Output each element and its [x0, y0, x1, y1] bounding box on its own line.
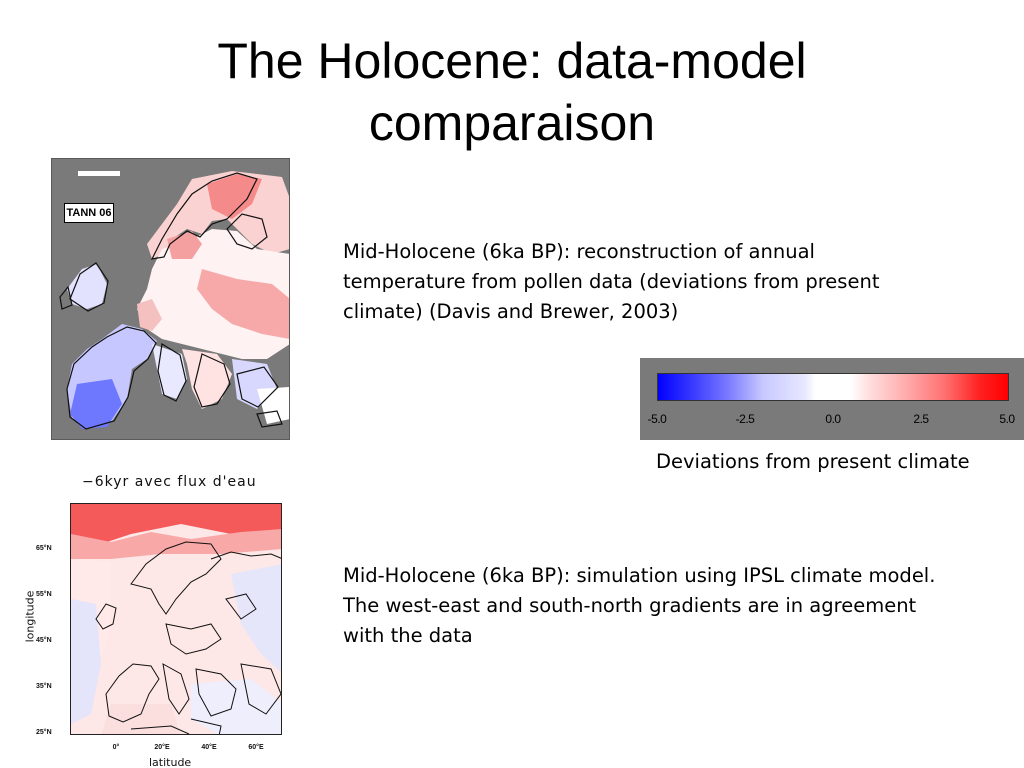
pollen-reconstruction-map: TANN 06: [51, 158, 290, 440]
map-label: TANN 06: [64, 203, 114, 223]
x-tick-label: 20°E: [154, 744, 170, 751]
colorbar-gradient: [657, 373, 1009, 401]
x-tick-label: 0°: [112, 744, 120, 751]
colorbar-tick: 5.0: [999, 412, 1015, 426]
colorbar-tick: 0.0: [825, 412, 841, 426]
pollen-caption: Mid-Holocene (6ka BP): reconstruction of…: [343, 240, 880, 323]
model-coastlines: [95, 541, 281, 734]
colorbar-caption: Deviations from present climate: [656, 450, 970, 473]
pollen-coastlines: [59, 172, 283, 430]
colorbar-tick: -5.0: [647, 412, 667, 426]
colorbar-tick: -2.5: [735, 412, 755, 426]
y-tick-label: 55°N: [36, 591, 52, 598]
slide-title: The Holocene: data-model comparaison: [60, 30, 964, 154]
title-line-1: The Holocene: data-model: [217, 33, 807, 89]
model-map-title: −6kyr avec flux d'eau: [82, 474, 257, 490]
y-axis-title: longitude: [23, 590, 37, 643]
y-tick-label: 65°N: [36, 545, 52, 552]
scale-bar: [78, 171, 120, 176]
colorbar-panel: -5.0 -2.5 0.0 2.5 5.0: [640, 358, 1024, 440]
colorbar-tick: 2.5: [913, 412, 929, 426]
y-tick-label: 45°N: [36, 637, 52, 644]
model-map-frame: [70, 503, 282, 735]
title-line-2: comparaison: [368, 95, 656, 151]
pollen-map-graphic: [59, 171, 289, 430]
model-map-graphic: [71, 504, 281, 734]
x-tick-label: 40°E: [201, 744, 217, 751]
model-simulation-map: −6kyr avec flux d'eau longitude latitude…: [14, 470, 294, 768]
x-axis-title: latitude: [149, 756, 192, 768]
y-tick-label: 25°N: [36, 729, 52, 736]
x-tick-label: 60°E: [248, 744, 264, 751]
model-shading: [71, 504, 281, 734]
y-tick-label: 35°N: [36, 683, 52, 690]
model-caption: Mid-Holocene (6ka BP): simulation using …: [343, 564, 936, 647]
